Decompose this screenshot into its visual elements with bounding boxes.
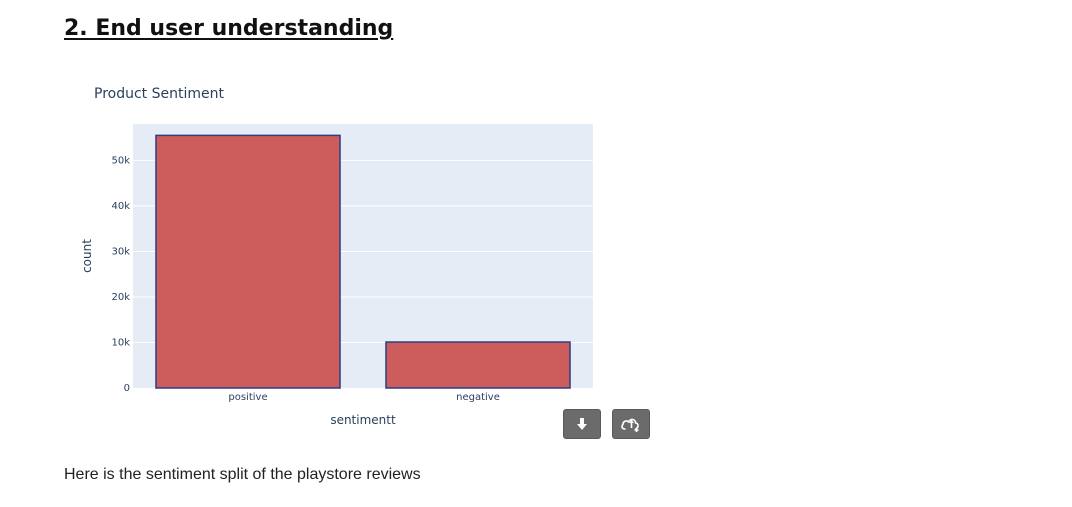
bar-negative[interactable]	[385, 341, 571, 389]
y-axis-title: count	[80, 239, 94, 273]
cloud-upload-icon	[621, 418, 639, 432]
y-tick-label: 0	[124, 383, 130, 394]
x-axis-title: sentimentt	[330, 413, 396, 427]
download-button[interactable]	[563, 409, 601, 439]
x-axis-ticks: positive negative	[228, 392, 499, 403]
y-tick-label: 40k	[111, 201, 130, 212]
chart-title: Product Sentiment	[94, 86, 224, 102]
y-tick-label: 50k	[111, 155, 130, 166]
y-tick-label: 10k	[111, 337, 130, 348]
section-heading: 2. End user understanding	[64, 16, 394, 41]
x-tick-label: positive	[228, 392, 267, 403]
y-tick-label: 30k	[111, 246, 130, 257]
share-cloud-button[interactable]	[612, 409, 650, 439]
y-tick-label: 20k	[111, 292, 130, 303]
product-sentiment-chart: Product Sentiment 0 10k 20k 30k 40k 50k posit…	[80, 86, 593, 427]
y-axis-ticks: 0 10k 20k 30k 40k 50k	[111, 155, 130, 394]
bar-positive[interactable]	[155, 134, 341, 389]
x-tick-label: negative	[456, 392, 500, 403]
download-arrow-icon	[577, 418, 587, 430]
bars	[155, 134, 571, 389]
chart-caption: Here is the sentiment split of the plays…	[64, 466, 421, 483]
